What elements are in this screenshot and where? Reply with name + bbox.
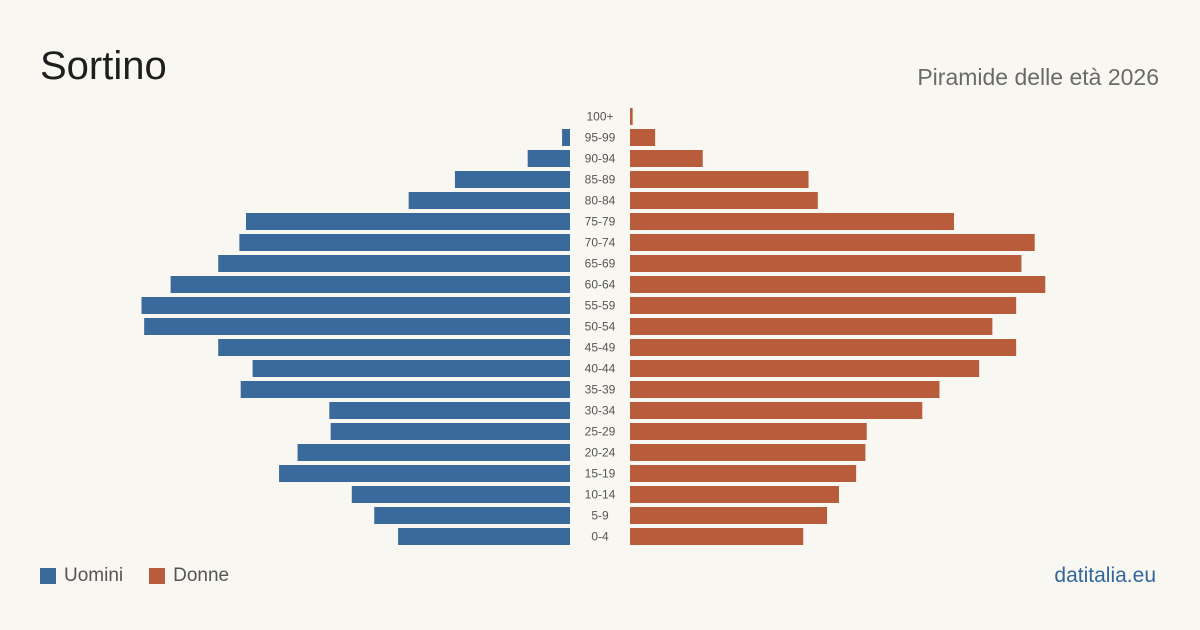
age-group-label: 90-94 — [585, 152, 616, 166]
age-group-label: 75-79 — [585, 215, 616, 229]
bar-donne-60-64 — [630, 276, 1046, 293]
brand-link[interactable]: datitalia.eu — [1054, 564, 1156, 587]
age-group-label: 85-89 — [585, 173, 616, 187]
bar-uomini-0-4 — [398, 528, 570, 545]
chart-subtitle: Piramide delle età 2026 — [917, 64, 1159, 90]
bar-uomini-40-44 — [252, 360, 570, 377]
bar-donne-75-79 — [630, 213, 955, 230]
bar-uomini-10-14 — [351, 486, 570, 503]
age-group-label: 95-99 — [585, 131, 616, 145]
age-group-label: 5-9 — [591, 509, 609, 523]
bar-uomini-25-29 — [330, 423, 570, 440]
bar-uomini-15-19 — [279, 465, 570, 482]
bar-donne-45-49 — [630, 339, 1017, 356]
age-group-label: 35-39 — [585, 383, 616, 397]
age-group-label: 30-34 — [585, 404, 616, 418]
legend-label-uomini: Uomini — [64, 565, 124, 586]
bar-uomini-35-39 — [240, 381, 570, 398]
bar-donne-90-94 — [630, 150, 703, 167]
age-group-label: 55-59 — [585, 299, 616, 313]
age-group-label: 20-24 — [585, 446, 616, 460]
age-group-label: 70-74 — [585, 236, 616, 250]
bar-donne-15-19 — [630, 465, 857, 482]
age-group-label: 65-69 — [585, 257, 616, 271]
bar-uomini-45-49 — [218, 339, 570, 356]
bar-uomini-5-9 — [374, 507, 570, 524]
bar-uomini-75-79 — [245, 213, 571, 230]
bar-uomini-30-34 — [329, 402, 570, 419]
age-group-label: 40-44 — [585, 362, 616, 376]
bar-uomini-20-24 — [297, 444, 570, 461]
bar-uomini-60-64 — [170, 276, 571, 293]
bar-donne-50-54 — [630, 318, 993, 335]
bar-donne-0-4 — [630, 528, 804, 545]
bar-donne-35-39 — [630, 381, 940, 398]
bar-donne-25-29 — [630, 423, 867, 440]
age-group-label: 15-19 — [585, 467, 616, 481]
age-group-label: 0-4 — [591, 530, 609, 544]
legend-swatch-donne — [149, 568, 166, 584]
bar-donne-55-59 — [630, 297, 1017, 314]
legend-swatch-uomini — [40, 568, 56, 584]
bar-donne-30-34 — [630, 402, 923, 419]
legend-item-uomini: Uomini — [40, 565, 123, 587]
bar-donne-100plus — [630, 108, 633, 125]
bar-donne-10-14 — [630, 486, 839, 503]
age-group-label: 80-84 — [585, 194, 616, 208]
bar-donne-80-84 — [630, 192, 818, 209]
age-group-label: 60-64 — [585, 278, 616, 292]
legend-label-donne: Donne — [173, 565, 230, 586]
age-group-label: 10-14 — [585, 488, 616, 502]
age-group-label: 25-29 — [585, 425, 616, 439]
chart-legend: Uomini Donne — [40, 564, 255, 588]
page-title: Sortino — [40, 44, 167, 88]
bar-uomini-50-54 — [144, 318, 570, 335]
bar-uomini-85-89 — [454, 171, 570, 188]
bar-donne-70-74 — [630, 234, 1035, 251]
legend-item-donne: Donne — [149, 565, 229, 587]
bar-uomini-95-99 — [562, 129, 570, 146]
bar-uomini-70-74 — [239, 234, 570, 251]
bar-uomini-65-69 — [218, 255, 570, 272]
bar-donne-85-89 — [630, 171, 809, 188]
bar-donne-40-44 — [630, 360, 980, 377]
age-group-label: 45-49 — [585, 341, 616, 355]
age-group-label: 50-54 — [585, 320, 616, 334]
bar-uomini-90-94 — [527, 150, 570, 167]
bar-donne-95-99 — [630, 129, 656, 146]
bar-donne-65-69 — [630, 255, 1022, 272]
bar-uomini-55-59 — [141, 297, 570, 314]
bar-donne-20-24 — [630, 444, 866, 461]
bar-donne-5-9 — [630, 507, 828, 524]
bar-uomini-80-84 — [408, 192, 570, 209]
age-group-label: 100+ — [586, 110, 613, 124]
